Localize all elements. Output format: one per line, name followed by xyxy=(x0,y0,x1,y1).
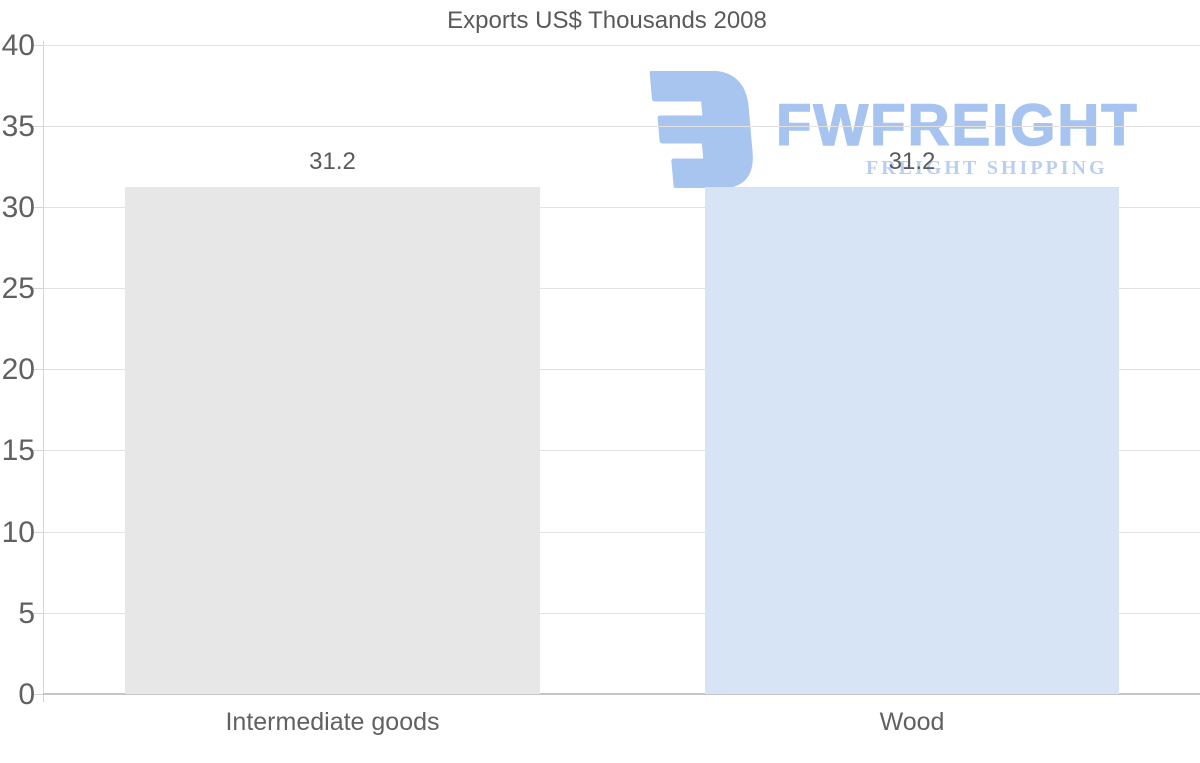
y-axis-tick xyxy=(33,288,43,290)
bar-wood xyxy=(705,187,1119,694)
gridline xyxy=(43,125,1200,127)
gridline xyxy=(43,288,1200,290)
y-axis-line xyxy=(43,40,44,702)
watermark-tagline-text: FREIGHT SHIPPING xyxy=(866,157,1108,179)
y-axis-tick xyxy=(33,369,43,371)
y-axis-tick xyxy=(33,694,43,695)
watermark-brand-text: FWFREIGHT xyxy=(775,92,1139,159)
gridline xyxy=(43,44,1200,46)
y-axis-tick-label: 10 xyxy=(1,515,35,549)
y-axis-tick xyxy=(33,125,43,127)
y-axis-tick-label: 35 xyxy=(1,109,35,143)
y-axis-tick-label: 20 xyxy=(1,353,35,387)
bar-value-label: 31.2 xyxy=(888,148,936,176)
bar-intermediate-goods xyxy=(125,187,540,694)
gridline xyxy=(43,450,1200,452)
x-axis-category-label: Wood xyxy=(879,708,945,736)
y-axis-tick xyxy=(33,612,43,614)
y-axis-tick xyxy=(33,206,43,208)
bar-value-label: 31.2 xyxy=(309,148,356,176)
y-axis-tick-label: 5 xyxy=(18,596,35,630)
gridline xyxy=(43,531,1200,533)
fwfreight-logo-icon xyxy=(649,71,753,188)
y-axis-tick-label: 0 xyxy=(18,678,35,711)
x-axis-category-label: Intermediate goods xyxy=(225,708,440,736)
y-axis-tick-label: 15 xyxy=(1,434,35,468)
chart-title: Exports US$ Thousands 2008 xyxy=(447,7,767,34)
y-axis-tick xyxy=(33,531,43,533)
y-axis-tick xyxy=(33,44,43,46)
gridline xyxy=(43,369,1200,371)
gridline xyxy=(43,206,1200,208)
gridline xyxy=(43,612,1200,614)
y-axis-tick-label: 30 xyxy=(1,190,35,224)
y-axis-tick-label: 25 xyxy=(1,272,35,306)
x-axis-line xyxy=(43,693,1200,695)
y-axis-tick-label: 40 xyxy=(1,28,35,62)
y-axis-tick xyxy=(33,450,43,452)
